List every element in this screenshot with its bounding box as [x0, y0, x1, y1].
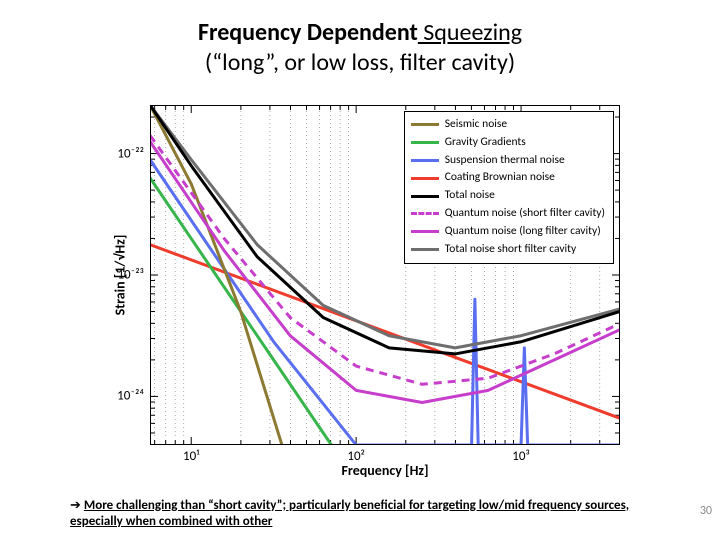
legend-swatch: [411, 141, 439, 144]
legend-swatch: [411, 212, 439, 215]
legend-label: Seismic noise: [445, 116, 507, 134]
arrow-icon: ➔: [70, 497, 81, 512]
legend-label: Gravity Gradients: [445, 134, 526, 152]
noise-chart: Strain [1/√Hz] Frequency [Hz] Seismic no…: [85, 95, 645, 475]
legend-swatch: [411, 230, 439, 233]
legend-swatch: [411, 248, 439, 251]
footer-note: ➔ More challenging than “short cavity”; …: [70, 493, 670, 535]
footer-text: More challenging than “short cavity”; pa…: [70, 498, 629, 529]
legend-item: Suspension thermal noise: [411, 152, 605, 170]
x-tick-label: 10¹: [183, 445, 199, 464]
legend-item: Seismic noise: [411, 116, 605, 134]
legend-item: Total noise: [411, 187, 605, 205]
legend-swatch: [411, 159, 439, 162]
legend-label: Total noise: [445, 187, 495, 205]
legend-item: Quantum noise (short filter cavity): [411, 205, 605, 223]
legend-item: Quantum noise (long filter cavity): [411, 223, 605, 241]
title-line1-rest: Squeezing: [418, 18, 522, 47]
y-tick-label: 10⁻²²: [117, 146, 150, 161]
legend-swatch: [411, 177, 439, 180]
legend-item: Coating Brownian noise: [411, 169, 605, 187]
page-title: Frequency Dependent Squeezing (“long”, o…: [0, 0, 720, 78]
title-line2: (“long”, or low loss, filter cavity): [205, 48, 515, 77]
legend-label: Quantum noise (long filter cavity): [445, 223, 601, 241]
legend-label: Quantum noise (short filter cavity): [445, 205, 605, 223]
x-tick-label: 10²: [347, 445, 365, 464]
legend-label: Total noise short filter cavity: [445, 241, 577, 259]
page-number: 30: [700, 504, 712, 518]
legend-label: Suspension thermal noise: [445, 152, 565, 170]
legend-item: Gravity Gradients: [411, 134, 605, 152]
legend: Seismic noiseGravity GradientsSuspension…: [404, 111, 614, 264]
y-tick-label: 10⁻²³: [117, 268, 150, 283]
y-tick-label: 10⁻²⁴: [117, 389, 150, 404]
x-tick-label: 10³: [512, 445, 530, 464]
legend-item: Total noise short filter cavity: [411, 241, 605, 259]
legend-label: Coating Brownian noise: [445, 169, 555, 187]
legend-swatch: [411, 123, 439, 126]
legend-swatch: [411, 195, 439, 198]
plot-area: Strain [1/√Hz] Frequency [Hz] Seismic no…: [150, 105, 620, 445]
title-line1-bold: Frequency Dependent: [198, 18, 418, 47]
x-axis-label: Frequency [Hz]: [341, 462, 428, 479]
